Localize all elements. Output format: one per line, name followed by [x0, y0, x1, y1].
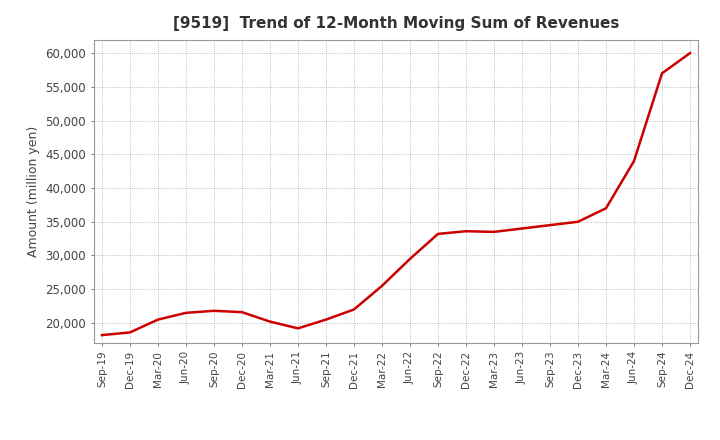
Y-axis label: Amount (million yen): Amount (million yen) [27, 126, 40, 257]
Title: [9519]  Trend of 12-Month Moving Sum of Revenues: [9519] Trend of 12-Month Moving Sum of R… [173, 16, 619, 32]
